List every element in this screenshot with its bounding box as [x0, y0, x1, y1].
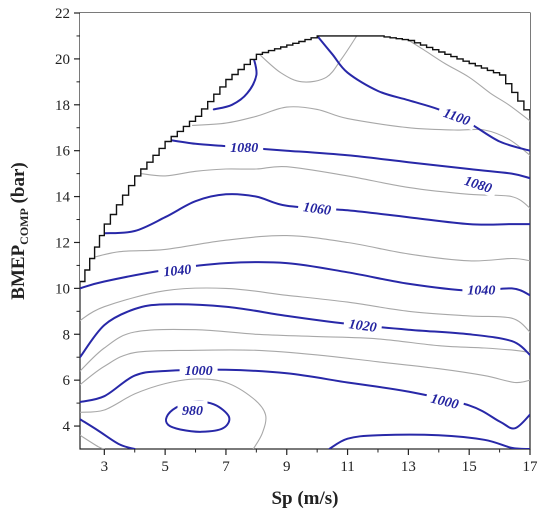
y-axis: 4 6 8 10 12 14 16 18 20 22 [55, 6, 80, 435]
x-tick-label: 11 [340, 459, 354, 475]
y-tick-label: 12 [55, 235, 70, 251]
contour-label-background [157, 259, 198, 280]
x-tick-label: 17 [523, 459, 539, 475]
minor-contour-layer [80, 35, 530, 449]
minor-contour-line [258, 35, 358, 83]
contour-label-background [462, 280, 501, 298]
minor-contour-line [80, 287, 530, 333]
major-contour-line-1100 [316, 34, 530, 152]
y-tick-label: 4 [63, 419, 71, 435]
contour-label-background [179, 360, 218, 378]
major-contour-line [328, 433, 530, 449]
contour-label-1060: 1060 [302, 200, 332, 219]
contour-label-group-980: 980 [177, 401, 208, 419]
x-tick-label: 3 [101, 459, 109, 475]
minor-contour-line [140, 165, 530, 209]
contour-label-1080: 1080 [230, 141, 258, 156]
contour-label-background [297, 196, 338, 219]
y-axis-title-unit: (bar) [8, 162, 29, 208]
contour-label-group-1040: 1040 [462, 280, 501, 299]
y-tick-label: 18 [55, 98, 70, 114]
contour-label-background [342, 313, 383, 336]
outside-region-mask [80, 13, 530, 282]
y-tick-label: 6 [63, 373, 71, 389]
major-contour-line-1080 [164, 138, 530, 180]
y-tick-label: 14 [55, 190, 71, 206]
y-tick-label: 20 [55, 52, 70, 68]
x-tick-label: 13 [401, 459, 416, 475]
minor-contour-line [80, 328, 530, 372]
contour-label-1000: 1000 [429, 392, 460, 413]
x-tick-label: 9 [283, 459, 291, 475]
major-contour-line-1000 [80, 368, 530, 430]
x-tick-label: 7 [222, 459, 230, 475]
contour-label-1000: 1000 [185, 364, 213, 379]
y-tick-label: 22 [55, 6, 70, 22]
contour-label-group-1080: 1080 [225, 138, 264, 156]
minor-contour-line [404, 37, 530, 122]
major-contour-line-980 [164, 400, 231, 433]
contour-label-background [177, 401, 208, 418]
x-axis-title: Sp (m/s) [271, 488, 338, 509]
major-contour-line [212, 55, 258, 111]
contour-label-background [436, 101, 478, 131]
y-axis-title: BMEPCOMP (bar) [8, 162, 31, 299]
y-axis-title-sub: COMP [17, 208, 31, 245]
y-tick-label: 16 [55, 144, 71, 160]
major-contour-line-1020 [80, 303, 530, 359]
minor-contour-line [80, 378, 267, 449]
x-tick-label: 5 [161, 459, 169, 475]
y-tick-label: 8 [63, 327, 71, 343]
y-axis-title-main: BMEP [8, 244, 29, 299]
contour-label-980: 980 [182, 404, 203, 419]
minor-contour-line [88, 235, 530, 262]
major-contour-line [80, 418, 136, 449]
contour-label-background [225, 138, 264, 156]
contour-label-group-1060: 1060 [297, 196, 338, 219]
y-tick-label: 10 [55, 281, 70, 297]
x-axis: 3 5 7 9 11 13 15 17 [101, 449, 538, 475]
x-tick-label: 15 [462, 459, 477, 475]
major-contour-line-1060 [103, 193, 530, 235]
contour-label-group-1040: 1040 [157, 259, 198, 281]
minor-contour-line [80, 349, 530, 386]
contour-label-group-1000: 1000 [179, 360, 218, 379]
contour-label-group-1000: 1000 [424, 387, 466, 414]
contour-label-1040: 1040 [163, 263, 192, 281]
contour-label-background [457, 169, 500, 198]
contour-label-1020: 1020 [348, 317, 378, 336]
contour-label-background [424, 387, 466, 414]
minor-contour-line [191, 106, 530, 156]
contour-label-1040: 1040 [467, 284, 495, 299]
minor-contour-line [80, 434, 105, 449]
operating-boundary-line [80, 35, 530, 283]
operating-boundary-layer [80, 13, 530, 283]
contour-label-group-1020: 1020 [342, 313, 383, 336]
